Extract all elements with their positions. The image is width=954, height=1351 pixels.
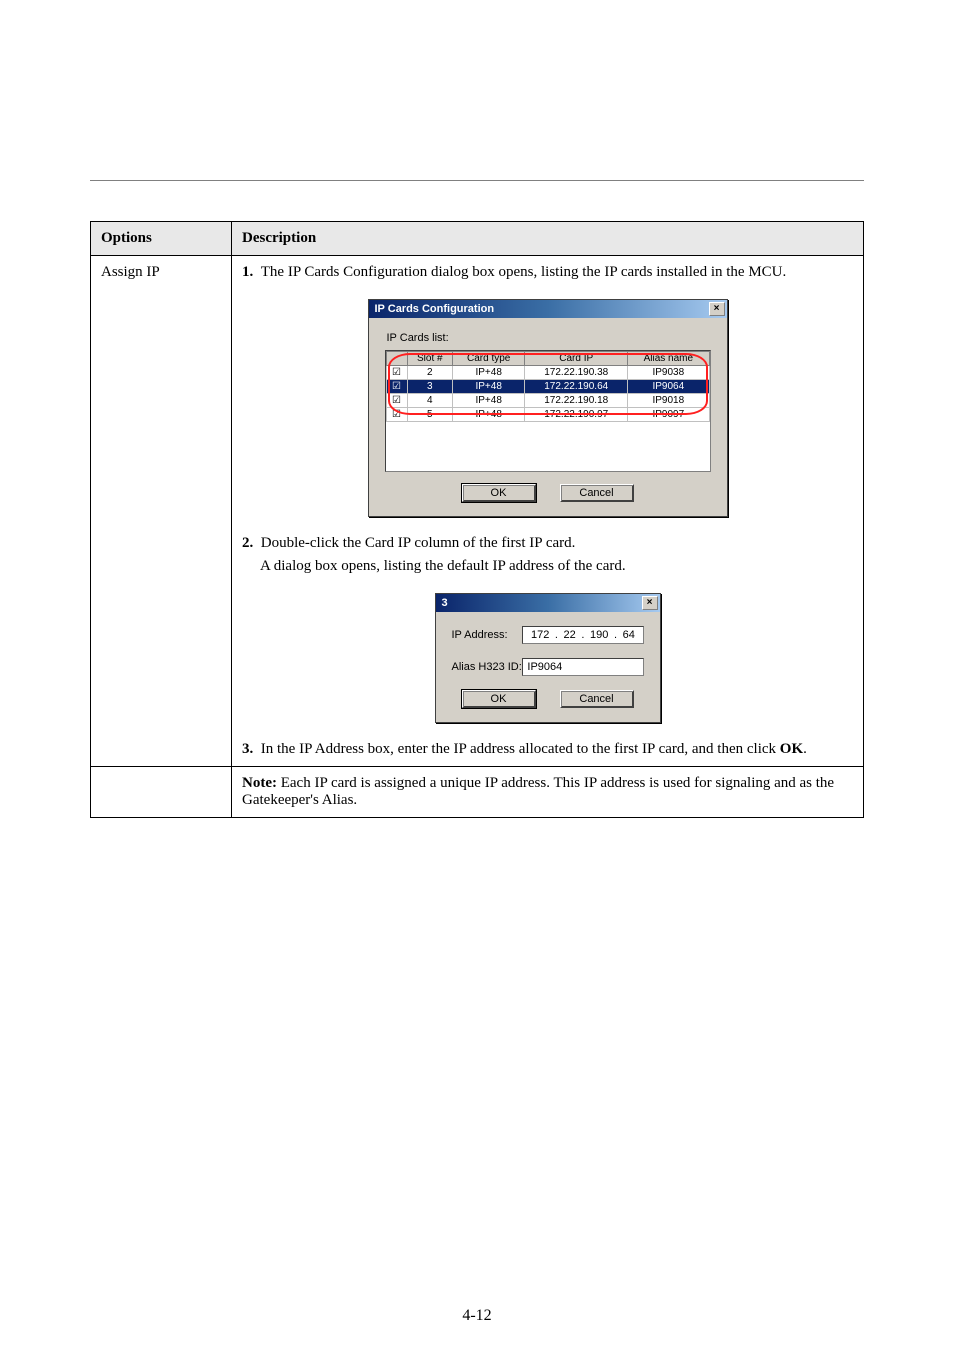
- cancel-button[interactable]: Cancel: [560, 690, 634, 708]
- ip-card-edit-dialog: 3 × IP Address: 172. 22. 190.: [435, 593, 661, 723]
- close-icon[interactable]: ×: [642, 596, 658, 610]
- th-slot: Slot #: [407, 352, 453, 366]
- close-icon[interactable]: ×: [709, 302, 725, 316]
- table-row[interactable]: ☑2IP+48172.22.190.38IP9038: [386, 366, 709, 380]
- step-1-text: 1. The IP Cards Configuration dialog box…: [242, 264, 853, 281]
- step-3-text: 3. In the IP Address box, enter the IP a…: [242, 741, 853, 758]
- option-empty: [91, 767, 232, 818]
- alias-label: Alias H323 ID:: [452, 661, 523, 673]
- page-number: 4-12: [0, 1307, 954, 1325]
- col-options-header: Options: [91, 222, 232, 256]
- ip-cards-list-label: IP Cards list:: [387, 332, 711, 344]
- th-ip: Card IP: [525, 352, 628, 366]
- option-assign-ip: Assign IP: [91, 256, 232, 767]
- ip-cards-config-dialog: IP Cards Configuration × IP Cards list:: [368, 299, 728, 517]
- note-cell: Note: Each IP card is assigned a unique …: [232, 767, 864, 818]
- step-2-sub: A dialog box opens, listing the default …: [242, 558, 853, 575]
- th-check: [386, 352, 407, 366]
- ip-cards-table[interactable]: Slot # Card type Card IP Alias name ☑2IP…: [386, 351, 710, 422]
- step-2-text: 2. Double-click the Card IP column of th…: [242, 535, 853, 552]
- alias-input[interactable]: IP9064: [522, 658, 643, 676]
- ok-button[interactable]: OK: [462, 690, 536, 708]
- dialog-title: 3: [442, 597, 448, 609]
- table-row[interactable]: ☑5IP+48172.22.190.97IP9097: [386, 408, 709, 422]
- th-alias: Alias name: [628, 352, 709, 366]
- ip-address-label: IP Address:: [452, 629, 523, 641]
- section-divider: [90, 180, 864, 181]
- dialog-title: IP Cards Configuration: [375, 303, 495, 315]
- ip-address-input[interactable]: 172. 22. 190. 64: [522, 626, 643, 644]
- col-description-header: Description: [232, 222, 864, 256]
- table-row[interactable]: ☑3IP+48172.22.190.64IP9064: [386, 380, 709, 394]
- ok-button[interactable]: OK: [462, 484, 536, 502]
- cancel-button[interactable]: Cancel: [560, 484, 634, 502]
- th-type: Card type: [453, 352, 525, 366]
- table-row[interactable]: ☑4IP+48172.22.190.18IP9018: [386, 394, 709, 408]
- options-table: Options Description Assign IP 1. The IP …: [90, 221, 864, 818]
